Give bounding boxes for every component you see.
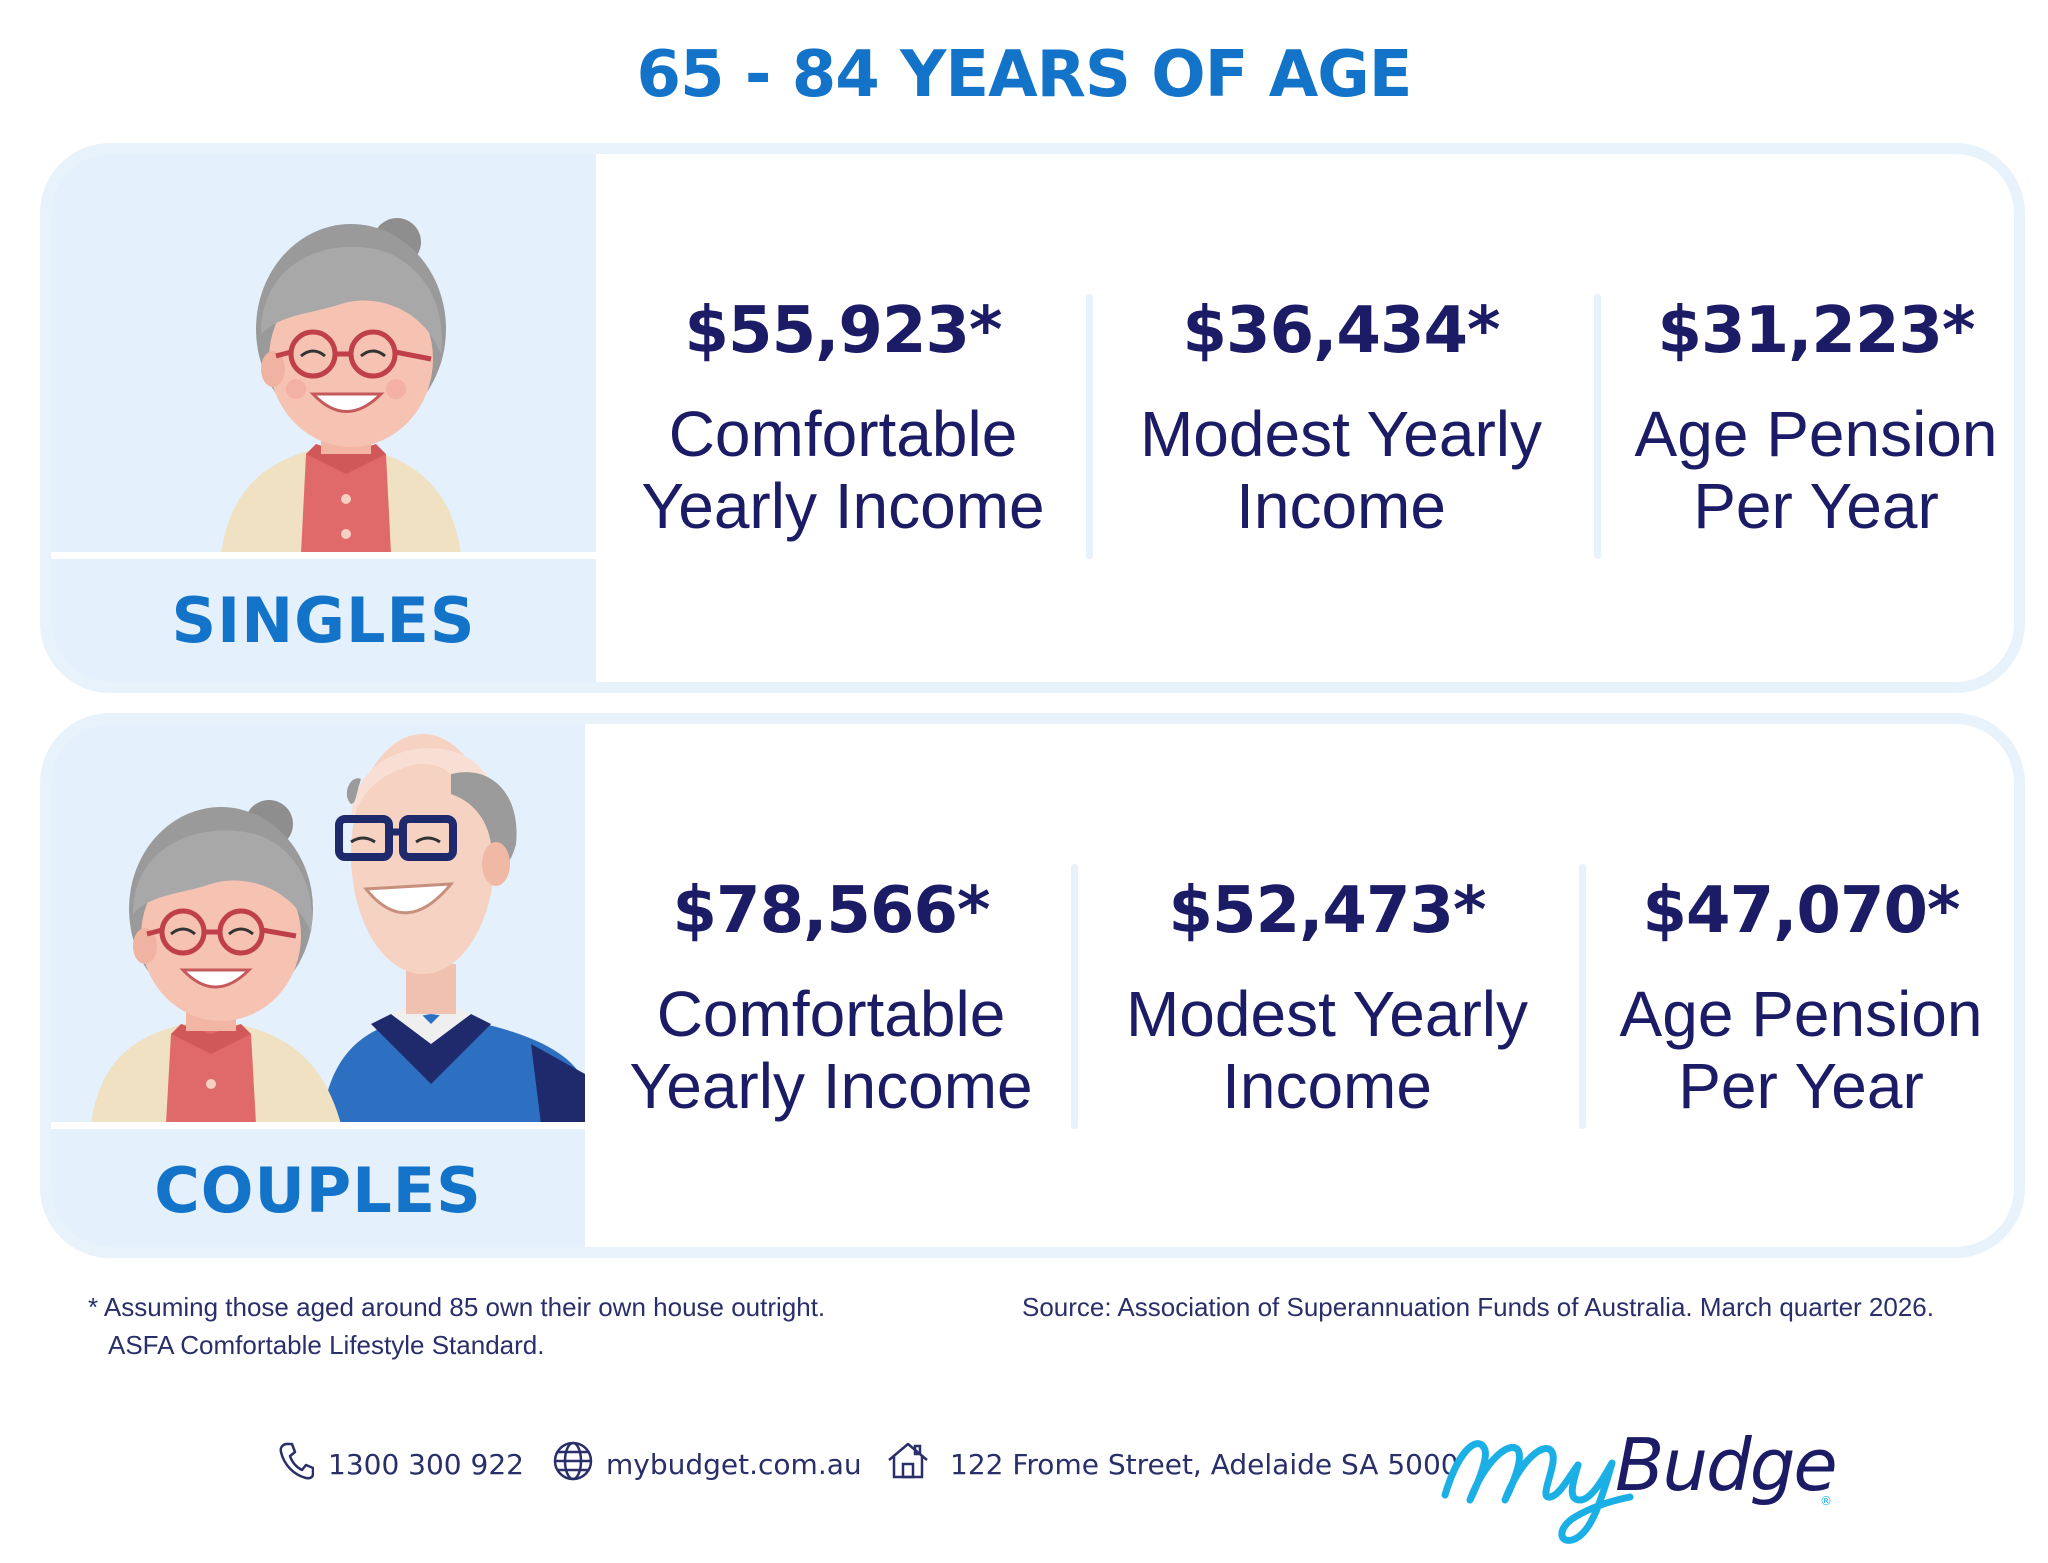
singles-comfortable-label-1: Comfortable	[668, 398, 1018, 470]
phone-number[interactable]: 1300 300 922	[328, 1448, 524, 1481]
phone-icon	[279, 1442, 314, 1480]
couples-pension-amount: $47,070*	[1642, 874, 1961, 948]
singles-panel-divider	[51, 552, 596, 559]
address: 122 Frome Street, Adelaide SA 5000	[950, 1448, 1459, 1481]
singles-comfortable-label-2: Yearly Income	[641, 470, 1045, 542]
couples-separator-2	[1579, 864, 1586, 1129]
source-note: Source: Association of Superannuation Fu…	[1022, 1292, 1934, 1322]
couples-modest-amount: $52,473*	[1168, 874, 1487, 948]
singles-separator-1	[1086, 294, 1093, 559]
singles-comfortable-stat: $55,923* Comfortable Yearly Income	[633, 294, 1053, 542]
couples-illustration-panel	[51, 724, 585, 1247]
svg-text:®: ®	[1820, 1494, 1832, 1508]
singles-pension-stat: $31,223* Age Pension Per Year	[1616, 294, 2014, 542]
singles-comfortable-amount: $55,923*	[684, 294, 1003, 368]
couples-modest-label-2: Income	[1222, 1050, 1432, 1122]
couples-separator-1	[1071, 864, 1078, 1129]
singles-modest-stat: $36,434* Modest Yearly Income	[1131, 294, 1551, 542]
singles-card: SINGLES $55,923* Comfortable Yearly Inco…	[40, 143, 2025, 693]
singles-separator-2	[1594, 294, 1601, 559]
globe-icon	[553, 1441, 593, 1481]
couples-pension-label-2: Per Year	[1678, 1050, 1924, 1122]
home-icon	[888, 1442, 928, 1479]
couples-panel-divider	[51, 1122, 585, 1129]
couples-card: COUPLES $78,566* Comfortable Yearly Inco…	[40, 713, 2025, 1258]
website-link[interactable]: mybudget.com.au	[606, 1448, 862, 1481]
footnote-line-2: ASFA Comfortable Lifestyle Standard.	[108, 1330, 545, 1360]
grandmother-illustration	[221, 218, 461, 554]
singles-pension-label-1: Age Pension	[1634, 398, 1998, 470]
singles-illustration-panel	[51, 154, 596, 682]
couples-comfortable-stat: $78,566* Comfortable Yearly Income	[621, 874, 1041, 1122]
singles-label: SINGLES	[171, 584, 476, 657]
singles-modest-label-1: Modest Yearly	[1139, 398, 1543, 470]
singles-pension-label-2: Per Year	[1693, 470, 1939, 542]
couples-label: COUPLES	[154, 1154, 482, 1227]
couples-comfortable-amount: $78,566*	[672, 874, 991, 948]
couples-modest-stat: $52,473* Modest Yearly Income	[1117, 874, 1537, 1122]
mybudget-logo: Budget ®	[1441, 1423, 1840, 1544]
couples-comfortable-label-2: Yearly Income	[629, 1050, 1033, 1122]
couples-pension-label-1: Age Pension	[1619, 978, 1983, 1050]
svg-text:Budget: Budget	[1615, 1423, 1840, 1507]
singles-modest-amount: $36,434*	[1182, 294, 1501, 368]
singles-modest-label-2: Income	[1236, 470, 1446, 542]
couples-pension-stat: $47,070* Age Pension Per Year	[1601, 874, 2001, 1122]
page-title: 65 - 84 YEARS OF AGE	[636, 38, 1413, 112]
couples-comfortable-label-1: Comfortable	[656, 978, 1006, 1050]
couple-illustration	[91, 734, 585, 1124]
singles-pension-amount: $31,223*	[1657, 294, 1976, 368]
couples-modest-label-1: Modest Yearly	[1125, 978, 1529, 1050]
footnote-line-1: * Assuming those aged around 85 own thei…	[88, 1292, 826, 1322]
